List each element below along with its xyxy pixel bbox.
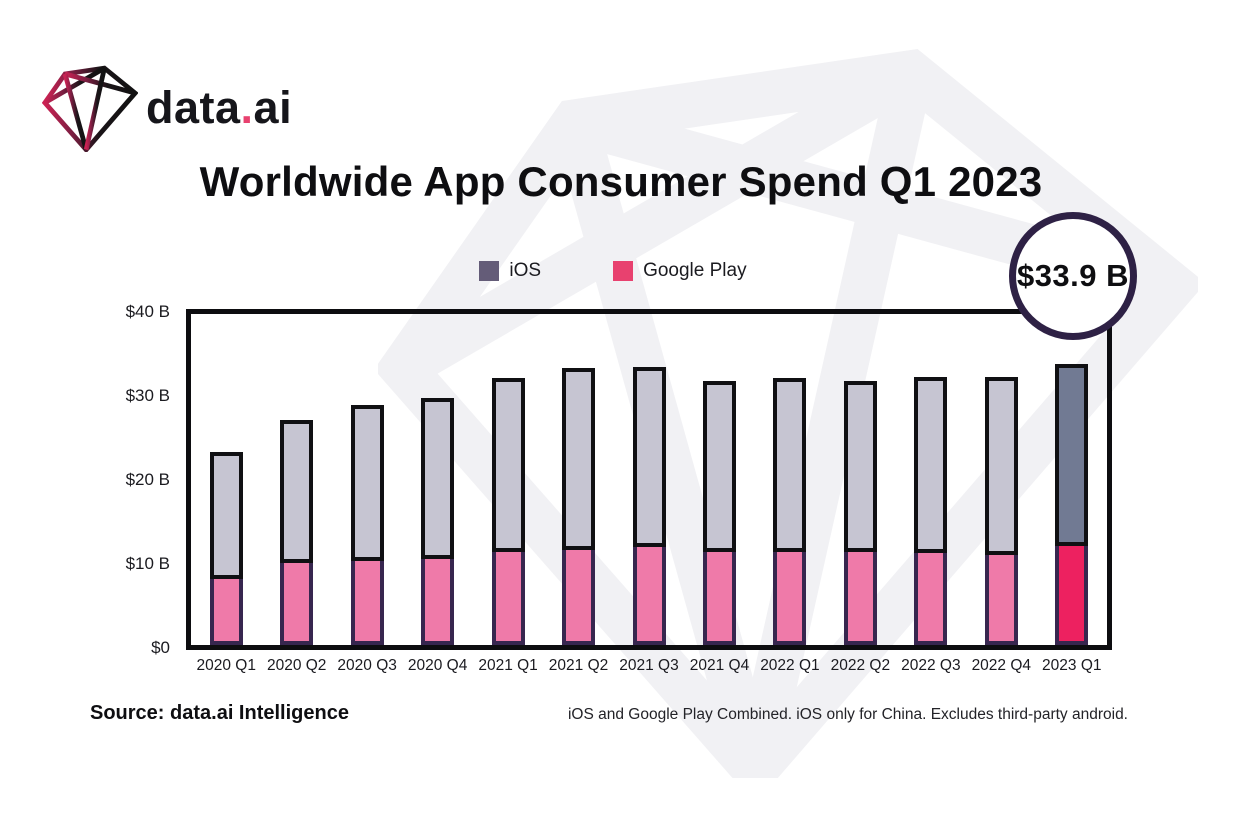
ios-segment [209,452,243,579]
ios-segment [984,376,1018,555]
google-play-segment [702,551,736,645]
ios-segment [914,376,948,554]
google-play-segment [773,552,807,645]
google-play-segment [984,554,1018,645]
brand-wordmark: data.ai [146,82,293,133]
x-tick-2022-q1: 2022 Q1 [760,657,820,674]
legend-label-ios: iOS [509,260,542,281]
brand-dot: . [240,82,254,133]
bar-2021-q1 [491,377,525,645]
y-axis: $40 B $30 B $20 B $10 B $0 [0,302,178,657]
ios-segment [702,381,736,552]
bar-2022-q1 [773,377,807,645]
x-tick-2023-q1: 2023 Q1 [1042,657,1102,674]
google-play-segment [1055,545,1089,645]
bar-2020-q4 [421,398,455,645]
google-play-segment [350,560,384,645]
watermark-gem-icon [378,48,1198,778]
x-tick-2022-q2: 2022 Q2 [830,657,891,674]
x-tick-2020-q3: 2020 Q3 [337,657,397,674]
dataai-gem-icon [42,65,138,152]
google-play-segment [632,546,666,645]
bar-2022-q3 [914,376,948,645]
source-text: Source: data.ai Intelligence [90,702,349,724]
x-tick-2021-q1: 2021 Q1 [478,657,538,674]
bar-2020-q1 [209,452,243,645]
google-play-segment [843,551,877,645]
methodology-note: iOS and Google Play Combined. iOS only f… [567,706,1128,723]
ios-segment [773,377,807,553]
x-tick-2021-q3: 2021 Q3 [619,657,679,674]
bar-2023-q1 [1055,364,1089,645]
plot-area [186,309,1112,650]
legend-item-google-play: Google Play [613,260,747,282]
google-play-segment [562,549,596,645]
x-tick-2021-q2: 2021 Q2 [548,657,609,674]
total-callout-value: $33.9 B [1016,258,1130,293]
legend-item-ios: iOS [479,260,541,282]
bar-2020-q3 [350,405,384,645]
bar-2021-q2 [562,367,596,645]
bar-2020-q2 [280,419,314,645]
y-tick-0: $40 B [125,301,170,321]
ios-segment [562,367,596,550]
ios-segment [280,419,314,564]
x-tick-2020-q2: 2020 Q2 [266,657,327,674]
x-axis: 2020 Q1 2020 Q2 2020 Q3 2020 Q4 2021 Q1 2021 … [191,657,1107,681]
chart-legend: iOS Google Play [0,260,1226,282]
y-tick-2: $20 B [125,469,170,489]
x-tick-2020-q1: 2020 Q1 [196,657,256,674]
y-tick-3: $10 B [125,553,170,573]
google-play-swatch-icon [613,261,634,281]
legend-label-google-play: Google Play [643,260,747,281]
bar-2022-q4 [984,376,1018,645]
bar-2021-q3 [632,366,666,645]
ios-segment [1055,364,1089,546]
ios-segment [632,366,666,547]
page-title: Worldwide App Consumer Spend Q1 2023 [199,158,1043,205]
google-play-segment [491,552,525,645]
total-callout-badge: $33.9 B [1009,212,1137,340]
ios-segment [491,377,525,553]
ios-segment [350,405,384,561]
ios-segment [421,398,455,559]
x-tick-2022-q4: 2022 Q4 [971,657,1032,674]
ios-segment [843,381,877,552]
bar-2022-q2 [843,381,877,645]
y-tick-4: $0 [151,637,170,657]
x-tick-2021-q4: 2021 Q4 [689,657,750,674]
google-play-segment [280,563,314,645]
ios-swatch-icon [479,261,500,281]
google-play-segment [209,578,243,645]
y-tick-1: $30 B [125,385,170,405]
x-tick-2022-q3: 2022 Q3 [901,657,961,674]
x-tick-2020-q4: 2020 Q4 [407,657,468,674]
google-play-segment [421,558,455,645]
bar-2021-q4 [702,381,736,645]
google-play-segment [914,553,948,645]
